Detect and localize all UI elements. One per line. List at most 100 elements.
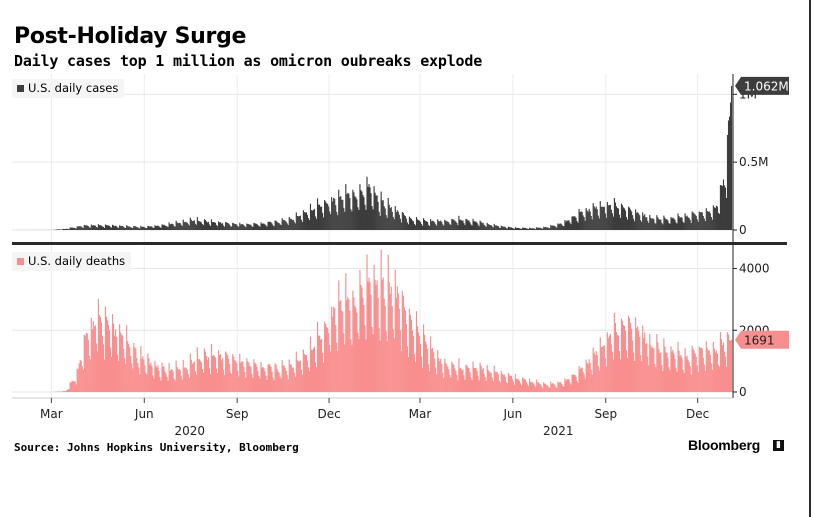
deaths-bar — [698, 346, 700, 392]
deaths-bar — [121, 334, 123, 392]
cases-bar — [449, 224, 451, 230]
cases-bar — [151, 226, 153, 230]
deaths-bar — [496, 372, 498, 392]
deaths-bar — [338, 280, 340, 392]
deaths-bar — [328, 333, 330, 392]
cases-bar — [601, 206, 603, 230]
deaths-bar — [182, 359, 184, 392]
deaths-bar — [516, 378, 519, 392]
cases-bar — [586, 210, 588, 230]
cases-bar — [596, 209, 598, 230]
deaths-bar — [505, 382, 507, 392]
cases-bar — [384, 208, 386, 230]
deaths-bar — [381, 279, 383, 392]
cases-bar — [193, 220, 195, 230]
cases-bar — [350, 209, 352, 230]
cases-bar — [95, 226, 97, 230]
deaths-bar — [386, 341, 388, 392]
cases-bar — [259, 226, 261, 230]
cases-bar — [256, 224, 258, 230]
cases-bar — [506, 228, 508, 230]
cases-bar — [78, 226, 80, 230]
cases-bar — [712, 205, 714, 230]
cases-bar — [621, 205, 624, 230]
cases-bar — [480, 221, 482, 230]
deaths-bar — [659, 353, 661, 392]
cases-bar — [314, 216, 317, 230]
deaths-bar — [424, 334, 426, 392]
deaths-bar — [318, 335, 321, 392]
cases-bar — [159, 227, 161, 230]
cases-bar — [695, 215, 697, 230]
deaths-bar — [292, 367, 294, 392]
cases-bar — [668, 223, 670, 230]
cases-bar — [730, 85, 733, 230]
cases-bar — [648, 223, 650, 230]
cases-bar — [722, 179, 725, 230]
cases-bar — [438, 220, 440, 230]
cases-bar — [441, 221, 443, 230]
deaths-bar — [576, 380, 578, 392]
deaths-bar — [553, 384, 555, 392]
deaths-bar — [582, 371, 584, 392]
deaths-bar — [684, 348, 686, 392]
cases-bar — [452, 219, 454, 230]
cases-bar — [349, 198, 351, 230]
cases-bar — [638, 213, 640, 230]
deaths-bar — [651, 347, 653, 392]
cases-bar — [613, 197, 615, 230]
cases-bar — [281, 218, 283, 230]
cases-bar — [632, 215, 634, 230]
cases-bar — [246, 223, 248, 230]
deaths-bar — [460, 368, 462, 392]
cases-bar — [615, 206, 618, 230]
deaths-bar — [367, 281, 369, 392]
cases-series — [15, 85, 733, 230]
deaths-bar — [399, 330, 401, 392]
deaths-bar — [208, 368, 211, 392]
deaths-bar — [215, 368, 218, 392]
cases-bar — [568, 220, 570, 230]
cases-bar — [214, 222, 217, 230]
deaths-bar — [614, 322, 616, 392]
cases-bar — [551, 225, 553, 230]
deaths-bar — [501, 373, 503, 392]
deaths-bar — [210, 344, 213, 392]
deaths-bar — [578, 366, 580, 392]
cases-bar — [519, 228, 522, 230]
cases-bar — [230, 226, 232, 230]
deaths-bar — [80, 360, 82, 392]
deaths-bar — [287, 379, 289, 392]
cases-bar — [293, 221, 295, 230]
deaths-bar — [411, 330, 414, 392]
cases-bar — [650, 217, 652, 230]
deaths-bar — [450, 377, 452, 392]
cases-bar — [260, 222, 262, 230]
deaths-bar — [272, 377, 274, 392]
cases-bar — [537, 227, 539, 230]
cases-bar — [279, 224, 281, 230]
cases-bar — [397, 211, 399, 230]
cases-bar — [683, 222, 685, 230]
cases-bar — [269, 221, 271, 230]
deaths-bar — [201, 368, 203, 392]
deaths-bar — [99, 317, 101, 392]
xtick-label-4: Mar — [409, 407, 432, 421]
deaths-bar — [96, 351, 98, 392]
cases-bar — [548, 228, 550, 230]
deaths-bar — [358, 339, 360, 392]
cases-bar — [203, 219, 206, 230]
cases-bar — [492, 227, 494, 230]
deaths-bar — [611, 351, 613, 392]
deaths-bar — [692, 348, 694, 392]
cases-bar — [139, 228, 141, 230]
deaths-bar — [488, 371, 490, 392]
deaths-bar — [250, 366, 252, 392]
cases-bar — [306, 214, 309, 230]
cases-bar — [651, 218, 653, 230]
deaths-bar — [327, 327, 329, 392]
deaths-bar — [627, 315, 630, 392]
cases-bar — [440, 220, 442, 230]
deaths-bar — [85, 332, 87, 392]
cases-bar — [591, 219, 593, 230]
